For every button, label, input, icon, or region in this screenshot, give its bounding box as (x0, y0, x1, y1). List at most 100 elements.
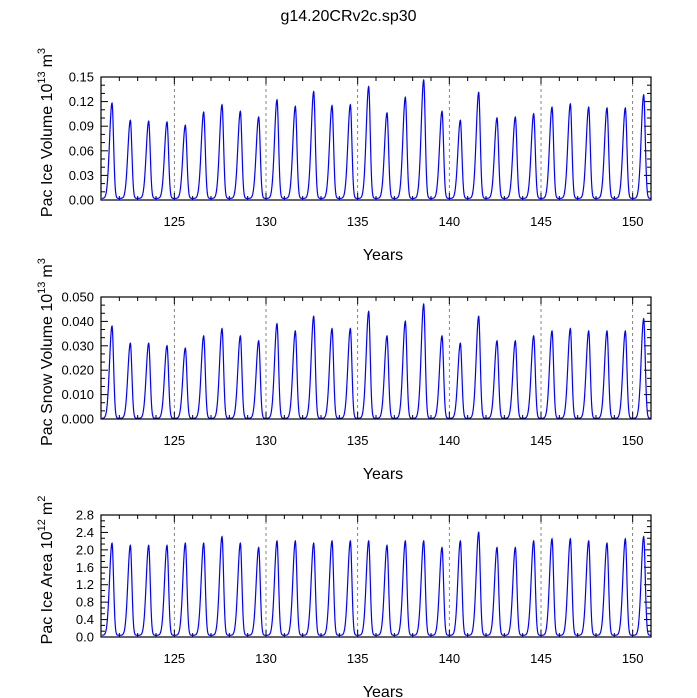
data-point (533, 113, 535, 115)
y-tick-label: 0.8 (76, 595, 94, 610)
x-tick-label: 135 (347, 651, 369, 666)
data-point (514, 547, 516, 549)
data-point (129, 544, 131, 547)
data-point (276, 323, 278, 325)
data-point (313, 315, 315, 318)
x-tick-label: 150 (622, 433, 644, 448)
x-tick-label: 125 (163, 433, 185, 448)
data-point (643, 94, 645, 96)
data-point (368, 311, 370, 313)
data-point (166, 345, 168, 347)
data-point (203, 542, 205, 544)
y-tick-label: 0.010 (61, 387, 94, 402)
data-point (624, 538, 626, 540)
panel-ice-area: 125 130 135 140 145 150 0.0 0.4 0.8 1.2 1.6 2.0 2.4 2… (36, 496, 652, 698)
x-tick-label: 130 (255, 651, 277, 666)
y-axis-label: Pac Ice Area 1012m2 (36, 496, 56, 645)
x-axis-label: Years (363, 466, 403, 483)
y-tick-label: 0.050 (61, 290, 94, 305)
y-tick-label: 0.040 (61, 314, 94, 329)
x-tick-label: 135 (347, 433, 369, 448)
data-point (606, 542, 608, 544)
data-point (239, 542, 241, 544)
y-tick-label: 2.0 (76, 542, 94, 557)
y-tick-label: 1.2 (76, 577, 94, 592)
data-point (441, 547, 443, 549)
data-point (478, 531, 480, 534)
data-point (166, 544, 168, 547)
x-tick-label: 140 (438, 214, 460, 229)
y-tick-label: 0.000 (61, 412, 94, 427)
data-point (533, 335, 535, 337)
series-line (101, 78, 651, 199)
data-point (423, 303, 425, 305)
data-point (478, 91, 480, 94)
x-tick-label: 145 (530, 433, 552, 448)
data-point (569, 328, 571, 330)
data-point (368, 86, 370, 88)
x-axis-label: Years (363, 247, 403, 264)
y-tick-label: 0.020 (61, 363, 94, 378)
data-point (551, 106, 553, 108)
y-tick-label: 2.8 (76, 508, 94, 523)
data-point (441, 335, 443, 337)
series-line (101, 302, 651, 419)
x-tick-label: 145 (530, 651, 552, 666)
data-point (606, 107, 608, 109)
data-point (386, 112, 388, 114)
x-tick-label: 130 (255, 433, 277, 448)
data-point (496, 340, 498, 342)
data-point (551, 330, 553, 332)
data-point (386, 335, 388, 337)
y-tick-label: 0.030 (61, 338, 94, 353)
data-point (294, 540, 296, 542)
y-tick-label: 0.0 (76, 630, 94, 645)
plot-frame (100, 296, 652, 420)
data-point (294, 330, 296, 332)
y-tick-label: 1.6 (76, 560, 94, 575)
data-point (514, 340, 516, 342)
data-point (459, 540, 461, 542)
data-point (148, 544, 150, 547)
y-axis-label: Pac Ice Volume 1013m3 (36, 48, 56, 217)
data-point (129, 119, 131, 122)
data-point (239, 335, 241, 337)
data-point (239, 110, 241, 113)
panel-ice-volume: 125 130 135 140 145 150 0.00 0.03 0.06 0.09 0.12 0.… (36, 48, 652, 264)
data-point (478, 315, 480, 318)
data-point (588, 540, 590, 542)
y-tick-label: 2.4 (76, 525, 94, 540)
data-point (404, 540, 406, 542)
data-point (313, 91, 315, 93)
data-point (624, 107, 626, 109)
data-point (404, 320, 406, 322)
data-point (184, 542, 186, 544)
y-tick-label: 0.00 (69, 193, 94, 208)
data-point (221, 328, 223, 330)
series-line (101, 530, 652, 636)
data-point (184, 347, 186, 349)
data-point (111, 325, 113, 327)
data-point (331, 540, 333, 542)
data-point (606, 330, 608, 332)
data-point (349, 540, 351, 542)
data-point (276, 99, 278, 101)
x-tick-label: 130 (255, 214, 277, 229)
data-point (349, 104, 351, 106)
page-title: g14.20CRv2c.sp30 (280, 8, 417, 25)
data-point (331, 328, 333, 330)
x-tick-label: 145 (530, 214, 552, 229)
y-tick-label: 0.03 (69, 168, 94, 183)
data-point (588, 106, 590, 108)
data-point (148, 342, 150, 344)
data-point (643, 318, 645, 320)
data-point (569, 103, 571, 105)
data-point (258, 340, 260, 342)
x-tick-label: 140 (438, 651, 460, 666)
data-point (386, 544, 388, 547)
data-point (148, 120, 150, 122)
plot-frame (100, 514, 652, 638)
data-point (643, 536, 645, 538)
y-tick-label: 0.15 (69, 70, 94, 85)
